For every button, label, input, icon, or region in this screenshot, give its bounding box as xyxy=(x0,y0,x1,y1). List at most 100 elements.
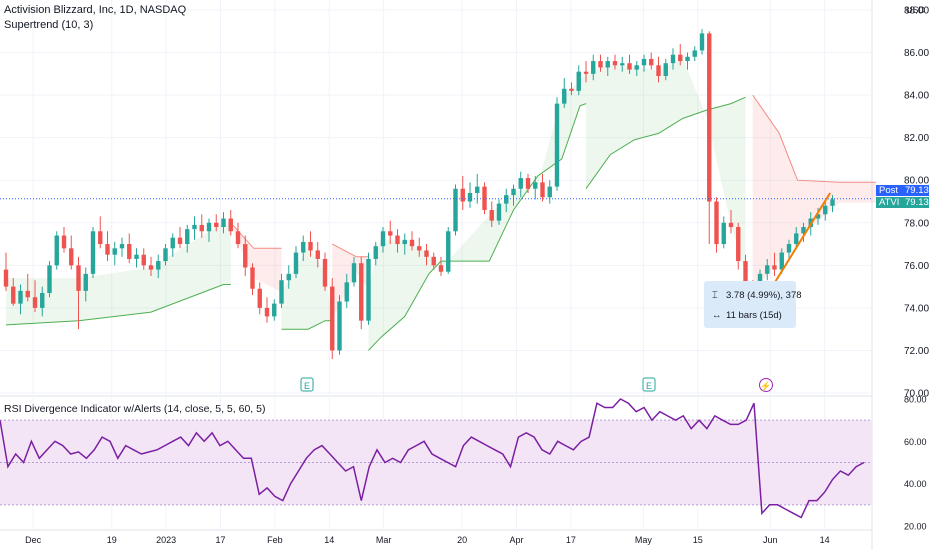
candle-body xyxy=(728,222,734,228)
candle-body xyxy=(547,186,552,198)
measure-change-row: ⌶ 3.78 (4.99%), 378 xyxy=(712,290,802,301)
supertrend-fill-down xyxy=(752,95,876,293)
event-markers[interactable]: E E ⚡ xyxy=(300,377,773,393)
time-tick-label: Feb xyxy=(267,535,283,545)
candle-body xyxy=(119,244,125,249)
candle-body xyxy=(315,250,320,259)
candle-body xyxy=(32,297,38,308)
measure-change-text: 3.78 (4.99%), 378 xyxy=(726,290,802,301)
rsi-tick-label: 60.00 xyxy=(904,437,927,447)
candle-body xyxy=(794,233,799,245)
candle-body xyxy=(562,88,567,104)
dividend-marker[interactable]: ⚡ xyxy=(759,378,773,393)
earnings-icon-frame xyxy=(642,377,656,392)
candle-body xyxy=(649,58,654,66)
candle-body xyxy=(627,63,632,70)
candle-body xyxy=(148,265,154,270)
candle-body xyxy=(243,244,248,268)
candle-body xyxy=(569,88,574,91)
candle-body xyxy=(583,71,589,74)
trendline[interactable] xyxy=(768,192,831,292)
candle-body xyxy=(736,227,741,262)
time-tick-label: 20 xyxy=(457,535,467,545)
supertrend-fill-down xyxy=(230,222,282,292)
candle-body xyxy=(388,231,393,236)
currency-label: USD xyxy=(906,5,926,15)
candle-body xyxy=(322,258,328,287)
candle-body xyxy=(554,103,560,187)
candle-body xyxy=(707,33,712,202)
price-tick-label: 80.00 xyxy=(904,176,929,187)
ticker-label: ATVI xyxy=(879,197,900,208)
candles xyxy=(3,29,835,359)
candle-body xyxy=(482,186,487,211)
rsi-band xyxy=(0,419,872,506)
candle-body xyxy=(69,248,74,266)
price-range-icon: ⌶ xyxy=(712,290,718,301)
supertrend-fill-up xyxy=(281,246,333,330)
supertrend-fill-down xyxy=(332,244,369,319)
event-label: E xyxy=(304,381,310,391)
candle-body xyxy=(518,178,523,189)
candle-body xyxy=(228,218,233,232)
candle-body xyxy=(61,235,67,249)
supertrend-fill-up xyxy=(368,72,586,351)
candle-body xyxy=(98,231,103,245)
time-tick-label: 15 xyxy=(693,535,703,545)
time-tick-label: 2023 xyxy=(156,535,176,545)
time-tick-label: Mar xyxy=(376,535,392,545)
candle-body xyxy=(25,290,30,298)
supertrend-fill-up xyxy=(6,222,231,325)
candle-body xyxy=(779,252,784,270)
candle-body xyxy=(576,71,581,91)
candle-body xyxy=(272,303,277,317)
candle-body xyxy=(634,65,639,70)
candle-body xyxy=(373,246,378,259)
candle-body xyxy=(489,210,494,221)
rsi-tick-label: 80.00 xyxy=(904,395,927,405)
candle-body xyxy=(395,235,400,245)
candle-body xyxy=(496,203,502,221)
candle-body xyxy=(337,301,342,351)
rsi-line xyxy=(0,398,865,519)
symbol-title[interactable]: Activision Blizzard, Inc, 1D, NASDAQ xyxy=(4,4,187,16)
candle-body xyxy=(235,231,241,245)
event-label: E xyxy=(646,381,652,391)
candle-body xyxy=(141,254,146,266)
candle-body xyxy=(170,237,175,249)
candle-body xyxy=(692,50,697,57)
candle-body xyxy=(105,244,110,255)
rsi-tick-label: 40.00 xyxy=(904,479,927,489)
price-tick-label: 88.00 xyxy=(904,6,929,17)
candle-body xyxy=(344,282,349,302)
candle-body xyxy=(54,235,59,266)
indicator-title[interactable]: Supertrend (10, 3) xyxy=(4,19,94,31)
candle-body xyxy=(90,231,96,274)
candle-body xyxy=(417,246,422,251)
time-tick-label: 17 xyxy=(215,535,225,545)
time-tick-label: Dec xyxy=(25,535,42,545)
candle-body xyxy=(620,63,625,66)
candle-body xyxy=(257,288,262,308)
candle-body xyxy=(453,188,458,232)
candle-body xyxy=(504,195,509,204)
candle-body xyxy=(670,54,676,64)
time-tick-label: 14 xyxy=(324,535,334,545)
candle-body xyxy=(714,201,719,245)
price-tick-label: 72.00 xyxy=(904,346,929,357)
candle-body xyxy=(424,250,429,257)
rsi-tick-label: 20.00 xyxy=(904,522,927,532)
candle-body xyxy=(40,292,45,308)
time-tick-label: Jun xyxy=(763,535,778,545)
price-tick-label: 82.00 xyxy=(904,133,929,144)
earnings-marker[interactable]: E xyxy=(300,377,314,392)
time-tick-label: Apr xyxy=(510,535,524,545)
dividend-icon-frame xyxy=(759,378,773,392)
candle-body xyxy=(525,178,531,189)
supertrend-fill-up xyxy=(586,57,746,274)
candle-body xyxy=(460,188,465,202)
rsi-title[interactable]: RSI Divergence Indicator w/Alerts (14, c… xyxy=(4,403,266,415)
earnings-marker[interactable]: E xyxy=(642,377,656,392)
